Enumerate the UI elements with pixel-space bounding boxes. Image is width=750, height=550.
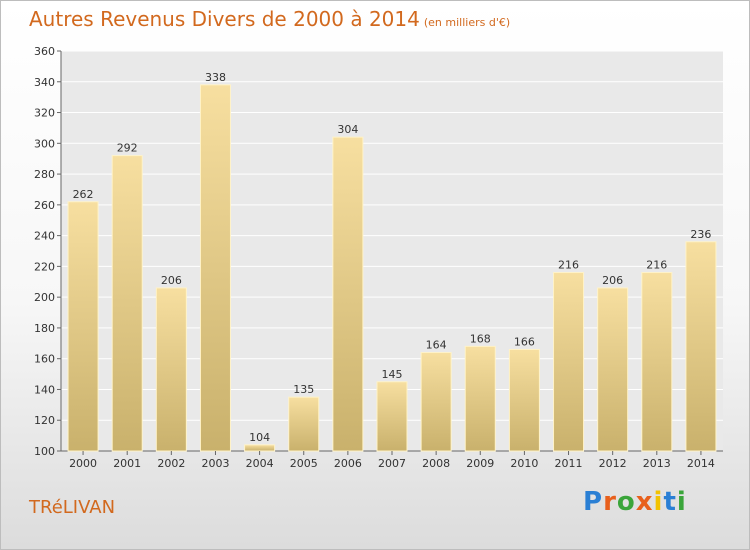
bar-2000 <box>67 201 99 452</box>
y-tick-label: 360 <box>34 45 55 58</box>
x-tick-label-2005: 2005 <box>290 457 318 470</box>
x-tick-label-2002: 2002 <box>157 457 185 470</box>
x-tick-label-2004: 2004 <box>246 457 274 470</box>
x-tick-label-2011: 2011 <box>555 457 583 470</box>
bar-2007 <box>376 381 408 452</box>
data-label-2008: 164 <box>426 339 447 352</box>
y-tick-label: 260 <box>34 199 55 212</box>
chart-subtitle: (en milliers d'€) <box>423 16 511 29</box>
logo-letter: P <box>583 487 604 517</box>
data-label-2009: 168 <box>470 332 491 345</box>
chart-title-text: Autres Revenus Divers de 2000 à 2014 <box>29 7 420 31</box>
data-label-2006: 304 <box>337 123 358 136</box>
bar-2003 <box>199 84 231 452</box>
data-label-2013: 216 <box>646 259 667 272</box>
chart-title: Autres Revenus Divers de 2000 à 2014 (en … <box>29 7 510 31</box>
y-tick-label: 300 <box>34 137 55 150</box>
data-label-2003: 338 <box>205 71 226 84</box>
bar-2012 <box>597 287 629 452</box>
data-label-2007: 145 <box>382 368 403 381</box>
bar-2004 <box>244 444 276 452</box>
logo-letter: t <box>663 487 677 517</box>
x-tick-label-2013: 2013 <box>643 457 671 470</box>
data-label-2014: 236 <box>690 228 711 241</box>
x-tick-label-2010: 2010 <box>510 457 538 470</box>
y-tick-label: 320 <box>34 107 55 120</box>
x-tick-label-2009: 2009 <box>466 457 494 470</box>
logo-letter: r <box>603 487 617 517</box>
x-tick-label-2012: 2012 <box>599 457 627 470</box>
x-tick-label-2003: 2003 <box>201 457 229 470</box>
y-tick-label: 340 <box>34 76 55 89</box>
y-tick-label: 280 <box>34 168 55 181</box>
bar-2005 <box>288 396 320 452</box>
data-label-2004: 104 <box>249 431 270 444</box>
y-tick-label: 180 <box>34 322 55 335</box>
bar-2010 <box>508 348 540 452</box>
data-label-2002: 206 <box>161 274 182 287</box>
y-tick-label: 120 <box>34 414 55 427</box>
y-tick-label: 200 <box>34 291 55 304</box>
bar-2009 <box>464 345 496 452</box>
logo-letter: x <box>635 487 654 517</box>
logo-letter: i <box>653 487 664 517</box>
logo-letter: o <box>616 487 636 517</box>
x-tick-label-2007: 2007 <box>378 457 406 470</box>
y-tick-label: 220 <box>34 260 55 273</box>
y-tick-label: 140 <box>34 383 55 396</box>
data-label-2010: 166 <box>514 335 535 348</box>
bar-2002 <box>155 287 187 452</box>
place-name: TRéLIVAN <box>29 497 116 518</box>
x-tick-label-2000: 2000 <box>69 457 97 470</box>
data-label-2011: 216 <box>558 259 579 272</box>
bar-2014 <box>685 241 717 452</box>
x-tick-label-2006: 2006 <box>334 457 362 470</box>
bar-2008 <box>420 352 452 452</box>
y-tick-label: 100 <box>34 445 55 458</box>
data-label-2005: 135 <box>293 383 314 396</box>
bar-2001 <box>111 155 143 452</box>
data-label-2012: 206 <box>602 274 623 287</box>
x-tick-label-2008: 2008 <box>422 457 450 470</box>
y-tick-label: 240 <box>34 230 55 243</box>
data-label-2000: 262 <box>73 188 94 201</box>
bar-2006 <box>332 136 364 452</box>
x-tick-label-2014: 2014 <box>687 457 715 470</box>
data-label-2001: 292 <box>117 142 138 155</box>
bar-2013 <box>641 272 673 452</box>
bar-2011 <box>553 272 585 452</box>
proxiti-logo: Proxiti <box>583 487 687 517</box>
x-tick-label-2001: 2001 <box>113 457 141 470</box>
y-tick-label: 160 <box>34 353 55 366</box>
logo-letter: i <box>676 487 687 517</box>
